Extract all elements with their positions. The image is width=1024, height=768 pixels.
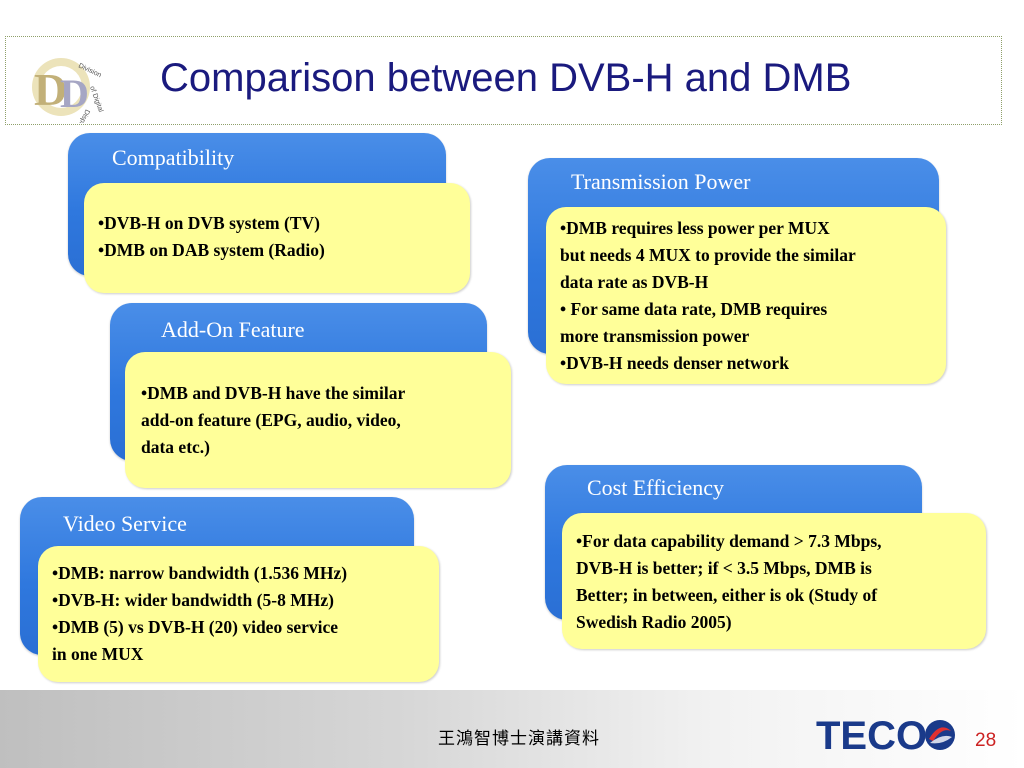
svg-text:of Digital: of Digital	[88, 85, 104, 113]
compatibility-line: •DMB on DAB system (Radio)	[98, 240, 325, 260]
add-on-feature-line: add-on feature (EPG, audio, video,	[141, 410, 401, 430]
svg-text:D: D	[60, 71, 89, 116]
teco-logo: TECO	[816, 715, 955, 755]
add-on-feature-note: •DMB and DVB-H have the similar add-on f…	[125, 352, 511, 488]
page-number: 28	[975, 730, 997, 751]
compatibility-line: •DVB-H on DVB system (TV)	[98, 213, 320, 233]
cost-efficiency-title: Cost Efficiency	[587, 475, 725, 500]
cost-efficiency-line: •For data capability demand > 7.3 Mbps,	[576, 531, 882, 551]
video-service-line: •DMB (5) vs DVB-H (20) video service	[52, 617, 339, 637]
footer-caption: 王鴻智博士演講資料	[438, 729, 600, 749]
video-service-note: •DMB: narrow bandwidth (1.536 MHz) •DVB-…	[38, 546, 439, 682]
slide-header: D D Division of Digital Display Comparis…	[5, 36, 1002, 125]
teco-brand-text: TECO	[816, 715, 927, 755]
transmission-power-line: •DMB requires less power per MUX	[560, 218, 830, 238]
slide-footer: 王鴻智博士演講資料 TECO 28	[0, 690, 1024, 768]
video-service-line: •DMB: narrow bandwidth (1.536 MHz)	[52, 563, 348, 583]
cost-efficiency-line: Better; in between, either is ok (Study …	[576, 585, 878, 605]
add-on-feature-title: Add-On Feature	[161, 317, 305, 342]
transmission-power-line: data rate as DVB-H	[560, 272, 709, 292]
video-service-line: •DVB-H: wider bandwidth (5-8 MHz)	[52, 590, 334, 610]
compatibility-note: •DVB-H on DVB system (TV) •DMB on DAB sy…	[84, 183, 470, 293]
add-on-feature-line: •DMB and DVB-H have the similar	[141, 383, 406, 403]
slide-title: Comparison between DVB-H and DMB	[160, 56, 852, 100]
add-on-feature-line: data etc.)	[141, 437, 211, 457]
transmission-power-line: but needs 4 MUX to provide the similar	[560, 245, 856, 265]
compatibility-title: Compatibility	[112, 145, 235, 170]
division-logo: D D Division of Digital Display	[32, 58, 104, 123]
svg-text:D: D	[34, 64, 67, 115]
transmission-power-line: • For same data rate, DMB requires	[560, 299, 828, 319]
transmission-power-note: •DMB requires less power per MUX but nee…	[546, 207, 946, 384]
cost-efficiency-line: Swedish Radio 2005)	[576, 612, 732, 632]
transmission-power-title: Transmission Power	[571, 169, 751, 194]
video-service-title: Video Service	[63, 511, 187, 536]
transmission-power-line: more transmission power	[560, 326, 750, 346]
video-service-line: in one MUX	[52, 644, 144, 664]
cost-efficiency-line: DVB-H is better; if < 3.5 Mbps, DMB is	[576, 558, 872, 578]
transmission-power-line: •DVB-H needs denser network	[560, 353, 789, 373]
cost-efficiency-note: •For data capability demand > 7.3 Mbps, …	[562, 513, 986, 649]
